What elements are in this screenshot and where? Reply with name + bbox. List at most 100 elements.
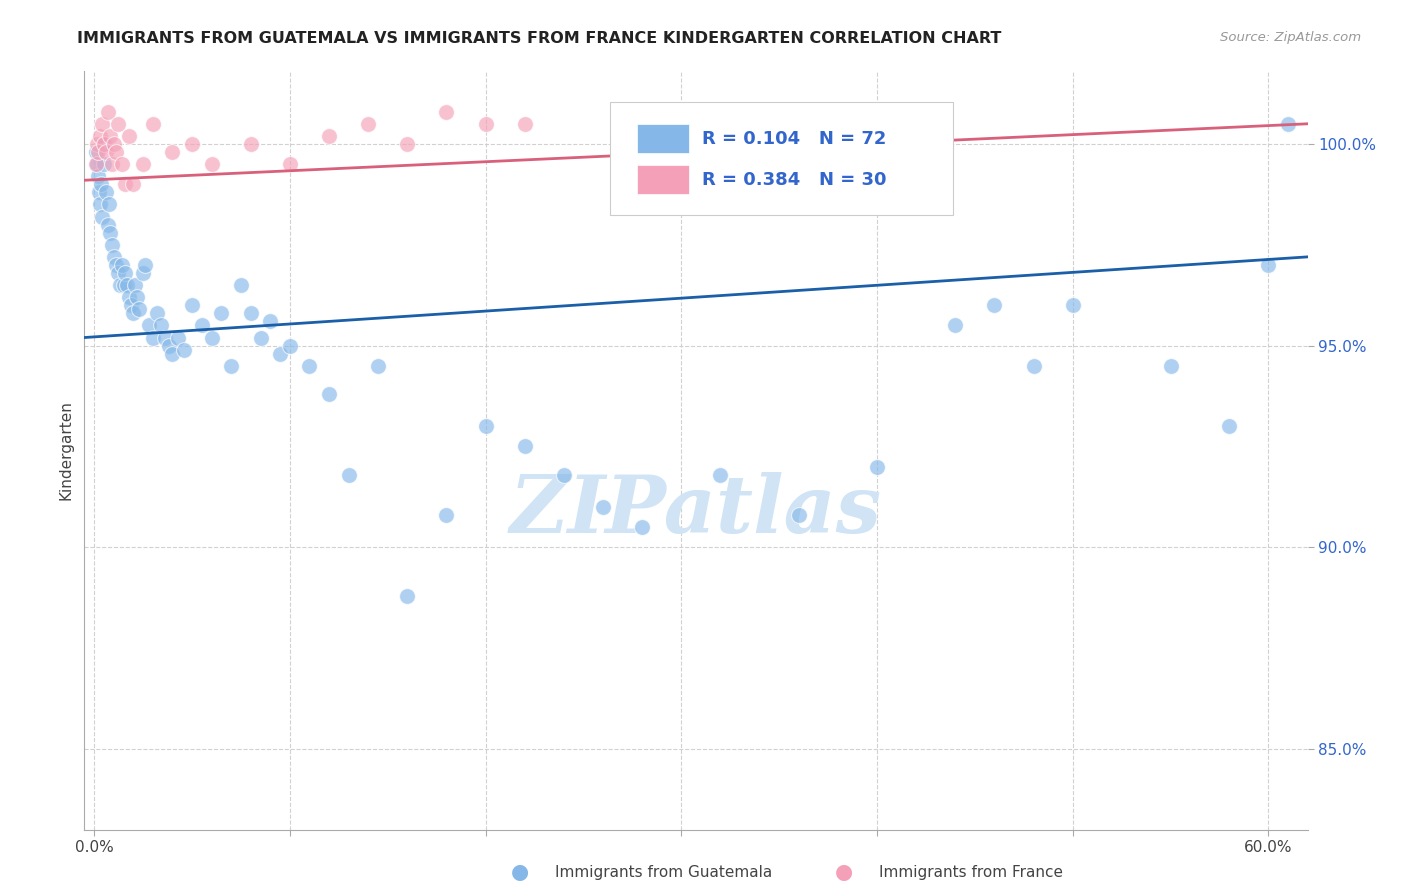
Point (983, 298, 1005, 312)
Point (709, 467, 731, 482)
Point (278, 157, 301, 171)
Text: R = 0.384   N = 30: R = 0.384 N = 30 (702, 170, 887, 189)
Point (866, 459, 889, 474)
Point (1160, 359, 1182, 373)
Point (167, 330, 190, 344)
Text: IMMIGRANTS FROM GUATEMALA VS IMMIGRANTS FROM FRANCE KINDERGARTEN CORRELATION CHA: IMMIGRANTS FROM GUATEMALA VS IMMIGRANTS … (77, 31, 1001, 46)
Point (86, 136, 108, 151)
Point (229, 278, 252, 293)
Point (84, 157, 107, 171)
Point (104, 258, 127, 272)
Point (157, 338, 180, 352)
Point (94, 186, 117, 200)
Point (239, 306, 262, 320)
Point (298, 359, 321, 373)
Point (181, 298, 204, 312)
Point (367, 359, 389, 373)
Point (117, 278, 139, 293)
Point (87, 169, 110, 184)
Point (110, 258, 132, 272)
Text: R = 0.104   N = 72: R = 0.104 N = 72 (702, 130, 886, 148)
Point (200, 330, 222, 344)
Point (259, 314, 281, 328)
Point (128, 302, 150, 317)
Point (94, 136, 117, 151)
Point (108, 278, 131, 293)
FancyBboxPatch shape (610, 102, 953, 216)
Point (1062, 298, 1084, 312)
Point (93, 157, 115, 171)
Point (94, 145, 117, 159)
Point (1022, 359, 1045, 373)
Point (138, 318, 160, 333)
Point (513, 117, 536, 131)
Point (181, 136, 204, 151)
Point (118, 128, 141, 143)
Point (122, 178, 145, 192)
Point (114, 266, 136, 280)
Point (200, 157, 222, 171)
Point (97, 104, 120, 119)
Point (249, 330, 271, 344)
Point (89, 197, 111, 211)
Point (337, 467, 360, 482)
Point (153, 330, 176, 344)
Point (269, 346, 291, 360)
Point (318, 128, 340, 143)
Point (513, 439, 536, 453)
Point (100, 157, 122, 171)
Text: Immigrants from Guatemala: Immigrants from Guatemala (555, 865, 773, 880)
Point (98, 226, 121, 240)
Point (1277, 117, 1299, 131)
Point (142, 330, 165, 344)
Point (239, 136, 262, 151)
Point (132, 266, 155, 280)
Point (90, 178, 112, 192)
Point (97, 197, 120, 211)
Text: ZIPatlas: ZIPatlas (510, 473, 882, 549)
Point (357, 117, 380, 131)
Point (87, 186, 110, 200)
Point (943, 318, 966, 333)
Point (631, 520, 654, 534)
Point (396, 136, 419, 151)
Point (86, 157, 108, 171)
Point (118, 290, 141, 304)
Text: ●: ● (835, 863, 852, 882)
Point (209, 306, 232, 320)
Point (97, 218, 120, 232)
Bar (637, 125, 689, 153)
Point (127, 290, 149, 304)
Point (91, 117, 114, 131)
Point (396, 589, 419, 603)
Point (436, 508, 458, 522)
Point (149, 318, 172, 333)
Point (142, 117, 165, 131)
Point (553, 467, 575, 482)
Bar (637, 165, 689, 194)
Point (132, 157, 155, 171)
Text: ●: ● (512, 863, 529, 882)
Point (124, 278, 146, 293)
Point (787, 508, 810, 522)
Text: Immigrants from France: Immigrants from France (879, 865, 1063, 880)
Point (120, 298, 142, 312)
Point (474, 419, 496, 434)
Point (84, 145, 107, 159)
Point (134, 258, 156, 272)
Point (1257, 258, 1279, 272)
Point (107, 266, 129, 280)
Point (219, 359, 242, 373)
Point (122, 306, 145, 320)
Point (318, 387, 340, 401)
Y-axis label: Kindergarten: Kindergarten (58, 401, 73, 500)
Point (103, 136, 125, 151)
Point (173, 343, 195, 357)
Point (100, 237, 122, 252)
Point (278, 338, 301, 352)
Point (98, 128, 121, 143)
Point (191, 318, 214, 333)
Point (592, 500, 614, 514)
Point (474, 117, 496, 131)
Point (89, 128, 111, 143)
